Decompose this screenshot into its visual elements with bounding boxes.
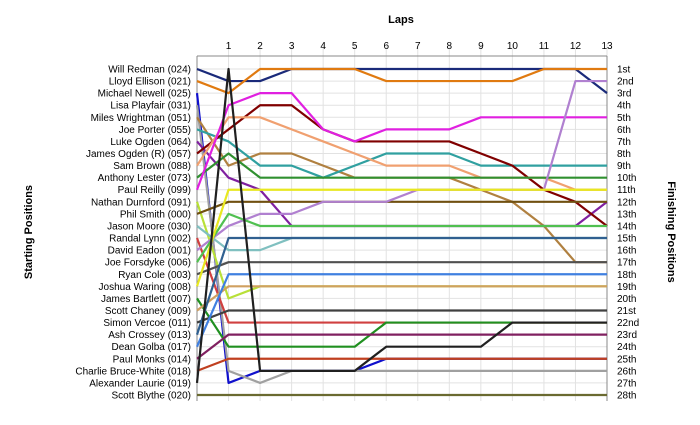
- lap-tick-label: 2: [257, 41, 263, 52]
- starting-driver-label: Charlie Bruce-White (018): [75, 366, 191, 377]
- finish-position-label: 21st: [617, 306, 636, 317]
- lap-tick-label: 7: [415, 41, 421, 52]
- finish-position-label: 28th: [617, 391, 636, 402]
- lap-tick-label: 8: [447, 41, 453, 52]
- series-line: [195, 67, 607, 384]
- series-line: [196, 200, 607, 215]
- starting-driver-label: James Bartlett (007): [101, 294, 191, 305]
- starting-driver-label: Ryan Cole (003): [118, 270, 191, 281]
- series-line: [195, 92, 607, 191]
- starting-driver-label: Joshua Waring (008): [99, 282, 191, 293]
- series-line: [196, 333, 607, 360]
- lap-tick-label: 10: [507, 41, 519, 52]
- lap-tick-label: 9: [478, 41, 484, 52]
- starting-driver-label: Phil Smith (000): [120, 209, 191, 220]
- y-axis-left-title: Starting Positions: [23, 185, 35, 279]
- lap-tick-label: 1: [226, 41, 232, 52]
- finish-position-label: 7th: [617, 137, 631, 148]
- series-line: [195, 236, 607, 335]
- starting-driver-label: Simon Vercoe (011): [103, 318, 191, 329]
- series-line: [196, 212, 607, 263]
- starting-driver-label: Nathan Durnford (091): [91, 197, 191, 208]
- series-line: [196, 261, 607, 276]
- lap-tick-label: 13: [601, 41, 613, 52]
- finish-position-label: 24th: [617, 342, 636, 353]
- starting-driver-label: Anthony Lester (073): [98, 173, 191, 184]
- starting-driver-label: Sam Brown (088): [113, 161, 191, 172]
- starting-driver-label: Scott Chaney (009): [105, 306, 191, 317]
- starting-driver-label: Will Redman (024): [108, 65, 191, 76]
- starting-driver-label: Michael Newell (025): [98, 89, 191, 100]
- lap-tick-label: 12: [570, 41, 582, 52]
- starting-driver-label: Ash Crossey (013): [108, 330, 191, 341]
- starting-driver-label: David Eadon (001): [108, 246, 191, 257]
- finish-position-label: 2nd: [617, 77, 634, 88]
- finish-position-label: 16th: [617, 246, 636, 257]
- lap-tick-label: 6: [383, 41, 389, 52]
- starting-driver-label: Paul Reilly (099): [118, 185, 191, 196]
- finish-position-label: 25th: [617, 354, 636, 365]
- finish-position-label: 15th: [617, 234, 636, 245]
- starting-driver-label: Jason Moore (030): [107, 221, 191, 232]
- finish-position-label: 10th: [617, 173, 636, 184]
- finish-position-label: 3rd: [617, 89, 631, 100]
- finish-position-label: 4th: [617, 101, 631, 112]
- lap-tick-label: 3: [289, 41, 295, 52]
- starting-driver-label: Lloyd Ellison (021): [109, 77, 191, 88]
- finish-position-label: 22nd: [617, 318, 639, 329]
- finish-position-label: 8th: [617, 149, 631, 160]
- finish-position-label: 20th: [617, 294, 636, 305]
- starting-driver-label: Miles Wrightman (051): [91, 113, 191, 124]
- lap-tick-label: 4: [320, 41, 326, 52]
- lap-tick-label: 11: [539, 41, 550, 52]
- series-line: [196, 285, 607, 312]
- series-line: [195, 188, 607, 287]
- finish-position-label: 17th: [617, 258, 636, 269]
- series-line: [196, 104, 608, 227]
- finish-position-label: 27th: [617, 378, 636, 389]
- series-line: [196, 357, 607, 372]
- finish-position-label: 19th: [617, 282, 636, 293]
- finish-position-label: 18th: [617, 270, 636, 281]
- finish-position-label: 26th: [617, 366, 636, 377]
- finish-position-label: 5th: [617, 113, 631, 124]
- starting-driver-label: Dean Golba (017): [112, 342, 192, 353]
- starting-driver-label: Lisa Playfair (031): [110, 101, 191, 112]
- starting-driver-label: James Ogden (R) (057): [86, 149, 191, 160]
- x-axis-title: Laps: [388, 14, 414, 26]
- finish-position-label: 12th: [617, 197, 636, 208]
- starting-driver-label: Paul Monks (014): [113, 354, 191, 365]
- series-line: [196, 67, 608, 95]
- series-layer: [195, 67, 608, 397]
- starting-driver-label: Joe Forsdyke (006): [105, 258, 191, 269]
- series-line: [196, 152, 607, 179]
- y-axis-right-title: Finishing Positions: [665, 181, 677, 282]
- finish-position-label: 23rd: [617, 330, 637, 341]
- series-line: [196, 128, 607, 179]
- series-line: [195, 273, 607, 348]
- series-line: [196, 309, 607, 324]
- series-line: [196, 67, 607, 95]
- lap-tick-label: 5: [352, 41, 358, 52]
- finish-position-label: 6th: [617, 125, 631, 136]
- starting-driver-label: Alexander Laurie (019): [89, 378, 191, 389]
- series-line: [195, 105, 607, 385]
- finish-position-label: 9th: [617, 161, 631, 172]
- finish-position-label: 14th: [617, 221, 636, 232]
- finish-position-label: 1st: [617, 65, 631, 76]
- starting-driver-label: Scott Blythe (020): [112, 391, 191, 402]
- label-layer: 1 2 3 4 5 6 7 8 9 10 11 12 131st2nd3rd4th5th6th7th8t…: [75, 41, 639, 402]
- finish-position-label: 13th: [617, 209, 636, 220]
- finish-position-label: 11th: [617, 185, 636, 196]
- starting-driver-label: Randal Lynn (002): [109, 234, 191, 245]
- starting-driver-label: Joe Porter (055): [119, 125, 191, 136]
- starting-driver-label: Luke Ogden (064): [110, 137, 191, 148]
